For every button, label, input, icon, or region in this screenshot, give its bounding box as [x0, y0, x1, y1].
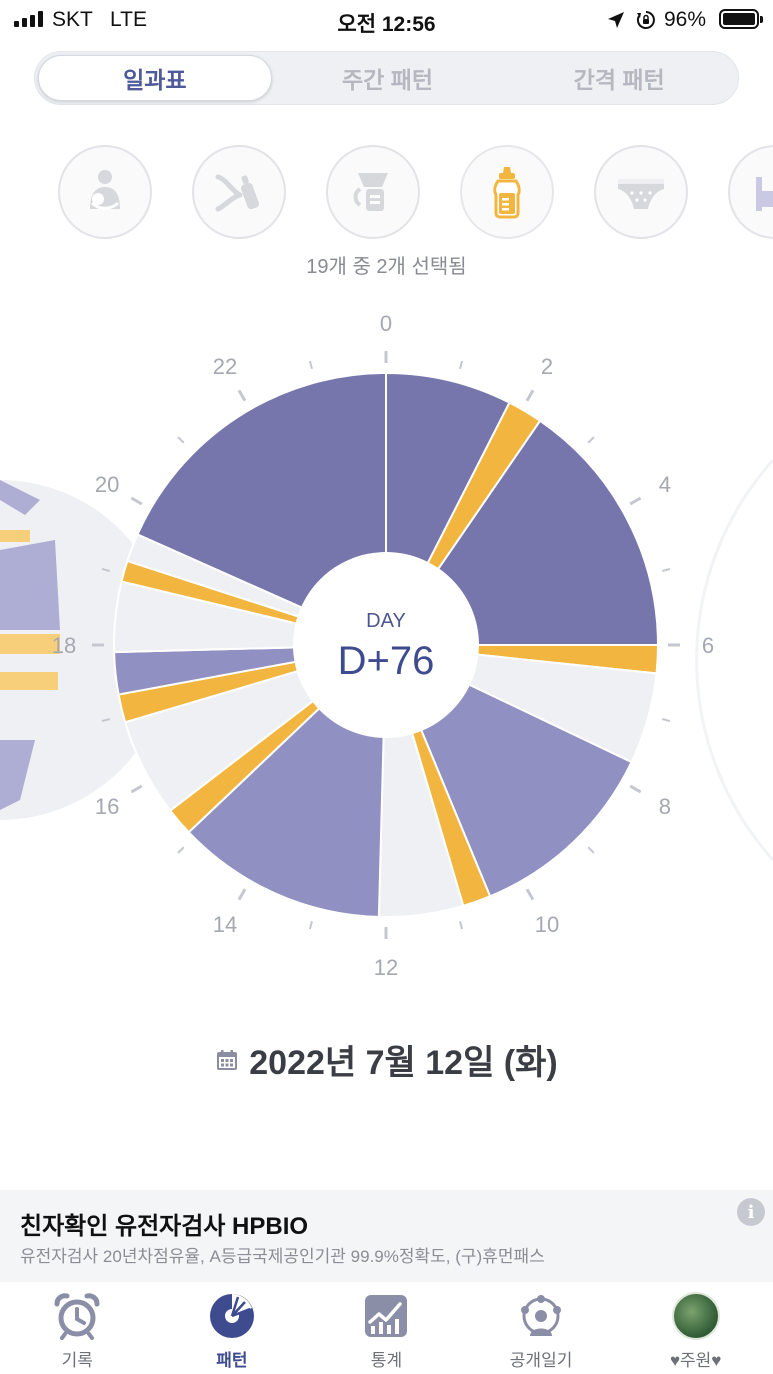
hour-tick: [237, 888, 247, 901]
hour-tick: [661, 718, 671, 723]
breastfeeding-icon: [90, 170, 120, 210]
category-baby-bottle[interactable]: [460, 145, 554, 239]
hour-tick: [629, 496, 642, 506]
hour-label: 8: [659, 794, 671, 819]
hour-tick: [237, 389, 247, 402]
pattern-icon: [209, 1294, 254, 1338]
battery-percent: 96%: [664, 8, 707, 31]
hour-tick: [177, 436, 185, 444]
hour-label: 4: [659, 472, 671, 497]
tab-pattern[interactable]: 패턴: [155, 1282, 310, 1374]
hour-label: 0: [380, 311, 392, 336]
hour-label: 12: [374, 955, 398, 980]
hour-tick: [308, 360, 313, 370]
stats-icon: [365, 1295, 408, 1337]
hour-label: 16: [95, 794, 119, 819]
ad-banner[interactable]: 친자확인 유전자검사 HPBIO 유전자검사 20년차점유율, A등급국제공인기…: [0, 1190, 773, 1282]
tab-statistics-label: 통계: [370, 1351, 403, 1370]
hour-tick: [525, 389, 535, 402]
status-bar: SKT LTE 오전 12:56 96%: [0, 0, 773, 40]
calendar-icon: [217, 1049, 238, 1070]
hour-tick: [459, 360, 464, 370]
view-segmented-control: 일과표 주간 패턴 간격 패턴: [34, 51, 739, 105]
hour-tick: [101, 718, 111, 723]
hour-tick: [587, 436, 595, 444]
category-diaper[interactable]: [594, 145, 688, 239]
location-arrow-icon: [608, 12, 624, 28]
hour-tick: [661, 567, 671, 572]
hour-tick: [308, 920, 313, 930]
tab-statistics[interactable]: 통계: [309, 1282, 464, 1374]
baby-bottle-icon: [493, 167, 521, 219]
hour-label: 10: [535, 912, 559, 937]
hour-label: 22: [213, 354, 237, 379]
category-filter-row: [0, 145, 773, 241]
ad-title: 친자확인 유전자검사 HPBIO: [20, 1213, 309, 1240]
segment-interval-pattern[interactable]: 간격 패턴: [573, 67, 665, 93]
tab-record-label: 기록: [61, 1351, 93, 1370]
category-crib[interactable]: [728, 145, 773, 239]
category-bottle-feeding[interactable]: [192, 145, 286, 239]
hour-tick: [130, 784, 143, 794]
center-day-count: D+76: [338, 639, 435, 683]
next-day-chart-preview[interactable]: [695, 459, 773, 861]
tab-profile[interactable]: ♥주원♥: [618, 1282, 773, 1374]
category-breastfeeding[interactable]: [58, 145, 152, 239]
info-icon[interactable]: i: [737, 1198, 765, 1226]
bottom-tab-bar: 기록 패턴 통계 공개일기 ♥주원♥: [0, 1282, 773, 1374]
hour-tick: [525, 888, 535, 901]
hour-tick: [177, 846, 185, 854]
tab-profile-label: ♥주원♥: [669, 1351, 722, 1370]
chart-center-disc: [293, 552, 479, 738]
tab-public-diary-label: 공개일기: [509, 1351, 573, 1370]
hour-label: 14: [213, 912, 237, 937]
profile-avatar: [671, 1292, 720, 1340]
hour-label: 2: [541, 354, 553, 379]
tab-pattern-label: 패턴: [216, 1351, 248, 1370]
breast-pump-icon: [353, 173, 388, 211]
carrier-name: SKT: [52, 8, 93, 31]
ad-description: 유전자검사 20년차점유율, A등급국제공인기관 99.9%정확도, (구)휴먼…: [20, 1247, 545, 1266]
hour-tick: [587, 846, 595, 854]
hour-tick: [101, 567, 111, 572]
bottle-feeding-icon: [215, 174, 259, 212]
date-label: 2022년 7월 12일 (화): [249, 1044, 558, 1082]
signal-strength-icon: [14, 11, 43, 27]
segment-daily-schedule[interactable]: 일과표: [38, 55, 272, 101]
public-diary-icon: [521, 1295, 562, 1336]
tab-record[interactable]: 기록: [0, 1282, 155, 1374]
center-caption: DAY: [366, 610, 406, 632]
hour-tick: [130, 496, 143, 506]
rotation-lock-icon: [636, 11, 655, 29]
date-selector[interactable]: 2022년 7월 12일 (화): [0, 1035, 773, 1084]
selection-summary: 19개 중 2개 선택됨: [306, 256, 467, 278]
alarm-clock-icon: [54, 1293, 100, 1340]
category-breast-pump[interactable]: [326, 145, 420, 239]
network-type: LTE: [110, 8, 147, 31]
hour-label: 6: [702, 633, 714, 658]
hour-tick: [459, 920, 464, 930]
hour-label: 20: [95, 472, 119, 497]
circular-schedule-chart[interactable]: 0 2 4 6 8 10 12 14 16 18 20 22 DAY D+76: [0, 300, 773, 1000]
hour-tick: [629, 784, 642, 794]
crib-icon: [756, 177, 773, 211]
daily-schedule-chart: 0 2 4 6 8 10 12 14 16 18 20 22 DAY D+76: [0, 300, 773, 1000]
hour-label: 18: [52, 633, 76, 658]
segment-weekly-pattern[interactable]: 주간 패턴: [341, 67, 434, 93]
diaper-icon: [618, 179, 664, 209]
tab-public-diary[interactable]: 공개일기: [464, 1282, 619, 1374]
battery-icon: [719, 9, 763, 29]
